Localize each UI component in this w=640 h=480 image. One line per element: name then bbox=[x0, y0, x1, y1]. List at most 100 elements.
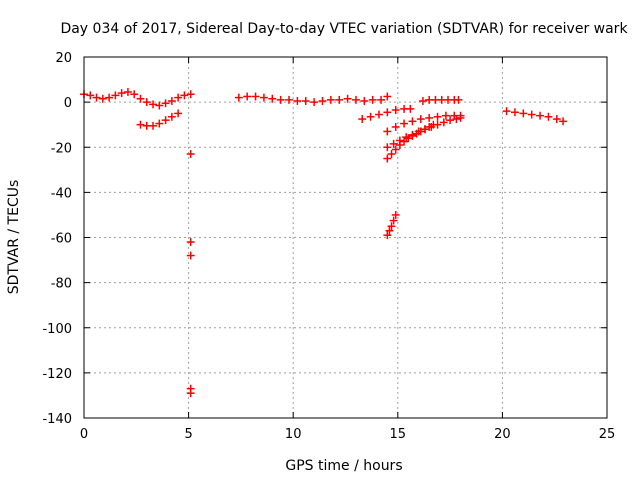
data-point bbox=[383, 231, 392, 240]
data-point bbox=[519, 109, 528, 118]
y-tick-label: -20 bbox=[51, 141, 72, 156]
data-point bbox=[155, 119, 164, 128]
data-point bbox=[391, 106, 400, 114]
data-point bbox=[383, 92, 392, 101]
data-point bbox=[243, 92, 252, 101]
data-point bbox=[343, 94, 352, 103]
y-tick-label: 0 bbox=[64, 96, 72, 111]
data-point bbox=[293, 97, 302, 105]
data-point bbox=[385, 226, 394, 235]
series-track-9 bbox=[383, 210, 400, 240]
data-point bbox=[408, 132, 417, 140]
data-point bbox=[416, 115, 425, 123]
data-point bbox=[358, 115, 367, 123]
x-tick-label: 0 bbox=[80, 427, 88, 442]
data-point bbox=[251, 92, 260, 101]
series-track-8 bbox=[383, 120, 438, 163]
chart-title: Day 034 of 2017, Sidereal Day-to-day VTE… bbox=[60, 21, 628, 37]
data-point bbox=[431, 95, 440, 104]
data-point bbox=[391, 210, 400, 219]
data-point bbox=[383, 108, 392, 117]
data-point bbox=[375, 110, 383, 119]
data-point bbox=[276, 95, 285, 104]
data-point bbox=[416, 127, 425, 136]
plot-frame bbox=[83, 56, 608, 419]
data-point bbox=[136, 120, 145, 129]
data-point bbox=[180, 91, 189, 100]
data-point bbox=[186, 389, 195, 398]
data-point bbox=[105, 93, 114, 102]
data-point bbox=[352, 95, 360, 104]
data-point bbox=[389, 216, 398, 225]
series-track-3 bbox=[186, 150, 195, 398]
data-point bbox=[310, 98, 319, 107]
data-point bbox=[130, 90, 139, 99]
data-point bbox=[433, 112, 442, 121]
x-tick-label: 20 bbox=[494, 427, 511, 442]
data-point bbox=[111, 91, 120, 100]
data-point bbox=[117, 89, 126, 98]
data-point bbox=[98, 94, 107, 103]
data-point bbox=[454, 95, 463, 104]
series-track-11 bbox=[502, 107, 568, 126]
data-point bbox=[174, 93, 183, 102]
data-point bbox=[425, 122, 434, 131]
data-points bbox=[80, 88, 568, 398]
x-axis-label: GPS time / hours bbox=[285, 458, 402, 474]
data-point bbox=[395, 141, 404, 149]
data-point bbox=[86, 91, 95, 100]
y-tick-label: -140 bbox=[42, 412, 72, 427]
series-track-4 bbox=[234, 92, 392, 107]
data-point bbox=[383, 154, 392, 163]
data-point bbox=[536, 111, 545, 120]
series-track-5 bbox=[358, 104, 415, 123]
data-point bbox=[360, 97, 369, 105]
data-point bbox=[527, 110, 536, 119]
data-point bbox=[136, 94, 145, 103]
data-point bbox=[167, 97, 176, 105]
data-point bbox=[377, 95, 386, 104]
data-point bbox=[425, 113, 434, 122]
data-point bbox=[149, 121, 157, 130]
data-point bbox=[412, 129, 421, 138]
data-point bbox=[335, 95, 344, 104]
data-point bbox=[186, 238, 195, 246]
data-point bbox=[326, 95, 335, 104]
y-axis-label: SDTVAR / TECUs bbox=[6, 180, 22, 295]
data-point bbox=[425, 95, 434, 104]
data-point bbox=[174, 109, 183, 118]
data-point bbox=[142, 98, 151, 107]
data-point bbox=[406, 104, 415, 113]
axes: 0 5 10 15 20 25 20 0 -20 -40 -60 -80 -100 -120 -140 bbox=[42, 51, 615, 442]
y-tick-label: -40 bbox=[51, 186, 72, 201]
data-point bbox=[456, 113, 465, 122]
data-point bbox=[408, 117, 417, 126]
data-point bbox=[368, 95, 377, 104]
data-point bbox=[387, 150, 396, 158]
data-point bbox=[161, 99, 170, 108]
data-point bbox=[502, 107, 511, 116]
data-point bbox=[285, 95, 293, 104]
data-point bbox=[544, 112, 553, 121]
y-tick-label: -120 bbox=[42, 367, 72, 382]
data-point bbox=[259, 93, 268, 102]
data-point bbox=[421, 125, 429, 134]
data-point bbox=[391, 122, 400, 131]
data-point bbox=[186, 251, 195, 260]
data-point bbox=[155, 101, 164, 110]
x-tick-label: 25 bbox=[599, 427, 616, 442]
data-point bbox=[366, 112, 375, 121]
data-point bbox=[268, 94, 277, 103]
data-point bbox=[383, 143, 392, 152]
data-point bbox=[444, 95, 452, 104]
data-point bbox=[559, 117, 568, 126]
series-track-1 bbox=[80, 88, 195, 110]
data-point bbox=[400, 137, 409, 146]
data-point bbox=[400, 104, 409, 113]
data-point bbox=[511, 108, 519, 117]
x-tick-label: 5 bbox=[184, 427, 192, 442]
y-tick-label: -80 bbox=[51, 277, 72, 292]
data-point bbox=[400, 119, 409, 128]
data-point bbox=[441, 111, 450, 120]
